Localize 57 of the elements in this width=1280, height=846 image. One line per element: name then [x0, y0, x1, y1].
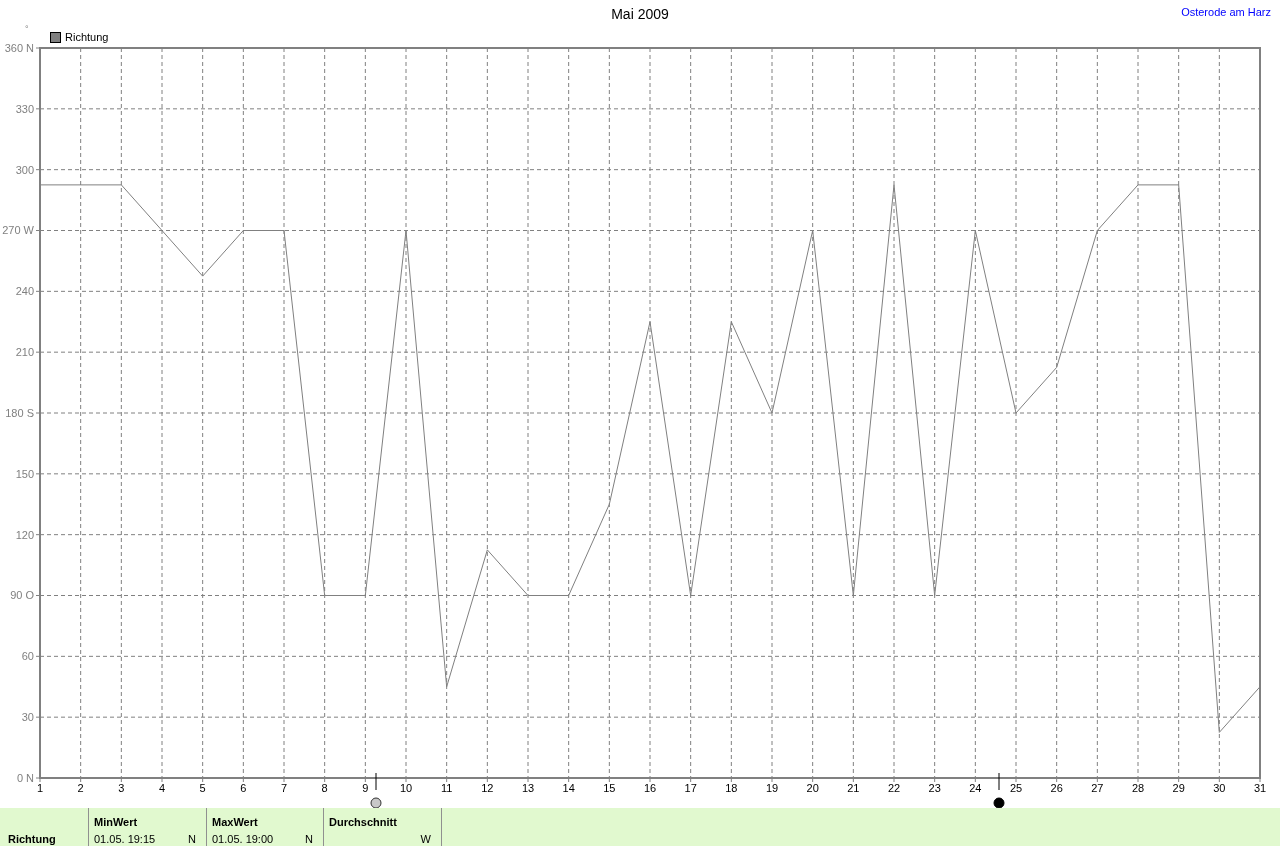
- y-tick-label: 120: [15, 528, 34, 541]
- text: Richtung: [8, 833, 56, 845]
- x-tick-label: 27: [1091, 781, 1104, 794]
- x-tick-label: 21: [847, 781, 860, 794]
- x-tick-label: 18: [725, 781, 738, 794]
- x-tick-label: 2: [77, 781, 84, 794]
- x-tick-label: 6: [240, 781, 247, 794]
- y-tick-label: 180 S: [5, 406, 34, 419]
- x-tick-label: 24: [969, 781, 982, 794]
- y-tick-label: 330: [15, 102, 34, 115]
- x-tick-label: 26: [1050, 781, 1063, 794]
- x-tick-label: 11: [440, 781, 453, 794]
- x-tick-label: 20: [806, 781, 819, 794]
- x-tick-label: 16: [643, 781, 657, 794]
- text: MinWert: [94, 816, 138, 828]
- y-tick-label: 0 N: [16, 771, 35, 784]
- text: W: [420, 833, 431, 845]
- text: MaxWert: [212, 816, 258, 828]
- x-tick-label: 7: [280, 781, 288, 794]
- x-tick-label: 25: [1009, 781, 1023, 794]
- x-tick-label: 1: [36, 781, 44, 794]
- x-tick-label: 3: [118, 781, 125, 794]
- x-tick-label: 13: [521, 781, 535, 794]
- x-tick-label: 19: [765, 781, 779, 794]
- legend-label: Richtung: [65, 31, 109, 43]
- x-tick-label: 10: [399, 781, 413, 794]
- y-tick-label: 90 O: [10, 589, 35, 602]
- x-tick-label: 14: [562, 781, 575, 794]
- x-tick-label: 30: [1213, 781, 1226, 794]
- x-tick-label: 23: [928, 781, 941, 794]
- text: 01.05. 19:15: [94, 833, 156, 845]
- y-tick-label: 150: [15, 467, 34, 480]
- x-tick-label: 4: [158, 781, 166, 794]
- text: N: [188, 833, 196, 845]
- y-tick-label: 60: [21, 650, 34, 663]
- y-tick-label: 300: [15, 163, 34, 176]
- x-tick-label: 31: [1253, 781, 1267, 794]
- x-tick-label: 29: [1172, 781, 1185, 794]
- chart-title: Mai 2009: [611, 6, 669, 22]
- text: Durchschnitt: [329, 816, 397, 828]
- y-tick-label: 240: [15, 285, 34, 298]
- y-tick-label: 270 W: [2, 224, 35, 237]
- x-tick-label: 8: [321, 781, 328, 794]
- x-tick-label: 9: [362, 781, 369, 794]
- y-tick-label: 210: [15, 346, 34, 359]
- text: 01.05. 19:00: [212, 833, 274, 845]
- x-tick-label: 12: [481, 781, 494, 794]
- x-tick-label: 5: [199, 781, 206, 794]
- text: N: [305, 833, 313, 845]
- y-tick-label: 360 N: [4, 41, 35, 54]
- chart-subtitle: Osterode am Harz: [1181, 6, 1271, 18]
- x-tick-label: 28: [1131, 781, 1145, 794]
- y-tick-label: 30: [21, 711, 34, 724]
- y-axis-title: °: [25, 24, 29, 34]
- x-tick-label: 22: [887, 781, 901, 794]
- x-tick-label: 17: [684, 781, 697, 794]
- x-tick-label: 15: [603, 781, 616, 794]
